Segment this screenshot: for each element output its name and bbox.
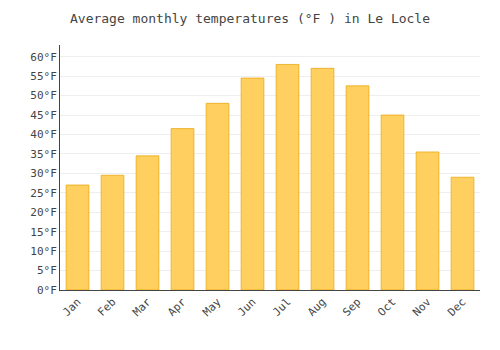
svg-text:20°F: 20°F: [30, 206, 57, 219]
svg-text:Dec: Dec: [445, 296, 468, 319]
svg-text:Jun: Jun: [235, 296, 258, 319]
svg-text:Apr: Apr: [165, 295, 189, 319]
svg-text:Feb: Feb: [95, 296, 118, 319]
svg-text:45°F: 45°F: [30, 109, 57, 122]
svg-text:35°F: 35°F: [30, 148, 57, 161]
svg-text:Jul: Jul: [270, 296, 293, 319]
svg-text:Sep: Sep: [340, 296, 363, 319]
svg-text:Mar: Mar: [130, 295, 154, 319]
svg-text:5°F: 5°F: [37, 264, 57, 277]
svg-text:55°F: 55°F: [30, 70, 57, 83]
svg-text:50°F: 50°F: [30, 89, 57, 102]
svg-text:Oct: Oct: [375, 296, 398, 319]
svg-text:Average monthly temperatures (: Average monthly temperatures (°F ) in Le…: [70, 11, 430, 26]
svg-text:60°F: 60°F: [30, 51, 57, 64]
svg-text:May: May: [200, 295, 224, 319]
svg-text:15°F: 15°F: [30, 226, 57, 239]
svg-text:Aug: Aug: [305, 296, 328, 319]
svg-text:30°F: 30°F: [30, 167, 57, 180]
svg-text:25°F: 25°F: [30, 187, 57, 200]
svg-text:Nov: Nov: [410, 295, 434, 319]
svg-text:40°F: 40°F: [30, 128, 57, 141]
svg-text:0°F: 0°F: [37, 284, 57, 297]
svg-text:10°F: 10°F: [30, 245, 57, 258]
svg-text:Jan: Jan: [60, 296, 83, 319]
